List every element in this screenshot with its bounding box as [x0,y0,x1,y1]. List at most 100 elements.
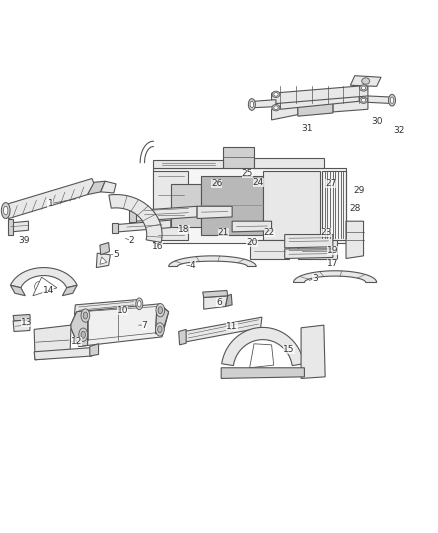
Ellipse shape [158,326,162,333]
Polygon shape [88,181,105,195]
Text: 26: 26 [211,180,223,188]
Polygon shape [11,221,28,232]
Ellipse shape [248,99,255,110]
Text: 22: 22 [264,229,275,237]
Polygon shape [129,208,136,222]
Polygon shape [293,271,377,282]
Text: 12: 12 [71,337,82,345]
Text: 14: 14 [42,286,54,295]
Polygon shape [153,171,188,240]
Polygon shape [226,294,232,306]
Ellipse shape [79,328,88,341]
Polygon shape [272,85,368,104]
Polygon shape [250,344,274,368]
Text: 4: 4 [190,261,195,270]
Text: 16: 16 [152,242,163,251]
Text: 1: 1 [47,199,53,208]
Polygon shape [153,160,223,168]
Polygon shape [254,158,324,168]
Text: 15: 15 [283,345,295,353]
Polygon shape [34,348,93,360]
Polygon shape [136,206,197,221]
Text: 21: 21 [218,229,229,237]
Text: 24: 24 [253,178,264,187]
Ellipse shape [83,312,88,319]
Polygon shape [33,277,57,296]
Polygon shape [155,305,169,334]
Text: 11: 11 [226,322,238,330]
Polygon shape [333,99,368,112]
Text: 31: 31 [301,125,312,133]
Polygon shape [221,368,304,378]
Polygon shape [204,296,228,309]
Ellipse shape [155,323,164,336]
Ellipse shape [158,307,162,313]
Polygon shape [203,290,228,297]
Polygon shape [153,168,346,243]
Polygon shape [197,206,232,219]
Polygon shape [11,285,25,296]
Text: 39: 39 [18,237,30,245]
Ellipse shape [362,78,370,84]
Ellipse shape [136,298,143,310]
Polygon shape [184,317,262,342]
Text: 25: 25 [242,169,253,177]
Ellipse shape [274,93,278,96]
Ellipse shape [390,97,394,103]
Polygon shape [232,221,272,232]
Polygon shape [298,240,337,259]
Polygon shape [2,179,94,219]
Text: 3: 3 [312,274,318,282]
Polygon shape [272,104,298,120]
Polygon shape [254,100,276,108]
Ellipse shape [156,304,165,317]
Text: 30: 30 [371,117,382,126]
Polygon shape [285,235,333,248]
Text: 17: 17 [327,260,339,268]
Polygon shape [70,310,88,346]
Polygon shape [280,93,359,109]
Text: 5: 5 [113,250,119,259]
Polygon shape [13,314,31,321]
Polygon shape [100,257,107,264]
Ellipse shape [4,206,8,215]
Ellipse shape [81,331,85,338]
Text: 2: 2 [129,237,134,245]
Text: 20: 20 [246,238,258,247]
Ellipse shape [81,309,90,322]
Ellipse shape [360,97,367,103]
Polygon shape [171,184,201,227]
Polygon shape [90,344,99,356]
Text: 6: 6 [216,298,222,307]
Polygon shape [62,285,77,296]
Ellipse shape [250,101,254,108]
Polygon shape [179,329,186,345]
Polygon shape [109,195,162,243]
Ellipse shape [389,94,396,106]
Text: 18: 18 [178,225,190,233]
Ellipse shape [361,98,366,102]
Ellipse shape [138,301,141,307]
Ellipse shape [272,91,280,98]
Ellipse shape [274,106,278,110]
Text: 27: 27 [325,180,336,188]
Polygon shape [285,249,333,259]
Ellipse shape [361,86,366,90]
Text: 28: 28 [349,205,360,213]
Polygon shape [101,181,116,193]
Polygon shape [96,253,110,268]
Polygon shape [250,240,289,259]
Ellipse shape [35,281,44,292]
Polygon shape [100,243,110,255]
Text: 23: 23 [321,229,332,237]
Polygon shape [169,256,256,266]
Polygon shape [74,300,138,314]
Ellipse shape [1,203,10,219]
Polygon shape [350,76,381,86]
Polygon shape [346,221,364,259]
Polygon shape [118,220,171,232]
Polygon shape [222,327,304,366]
Polygon shape [70,304,169,346]
Ellipse shape [272,104,280,111]
Polygon shape [112,223,118,233]
